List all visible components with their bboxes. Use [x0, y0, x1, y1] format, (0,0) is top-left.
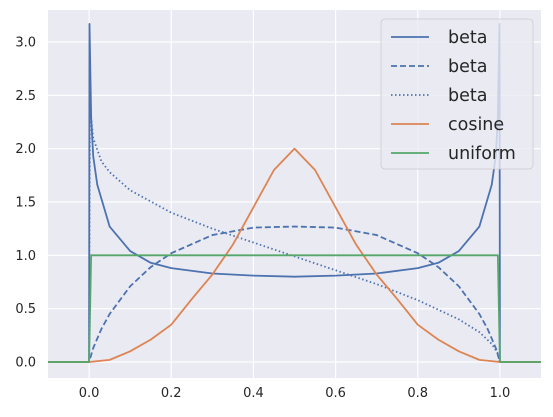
- legend-label: beta: [448, 57, 487, 77]
- y-tick-label: 2.0: [15, 142, 36, 157]
- series-line-beta-dotted: [48, 105, 541, 363]
- x-tick-label: 0.2: [161, 386, 182, 401]
- series-line-beta-dashed: [48, 225, 541, 363]
- legend-label: uniform: [448, 144, 516, 164]
- x-tick-label: 0.0: [79, 386, 100, 401]
- x-tick-label: 1.0: [490, 386, 511, 401]
- y-tick-label: 2.5: [15, 89, 36, 104]
- legend-label: cosine: [448, 115, 504, 135]
- x-axis: 0.0 0.2 0.4 0.6 0.8 1.0: [79, 386, 511, 401]
- series-line-uniform-solid: [48, 254, 541, 363]
- x-tick-label: 0.4: [243, 386, 264, 401]
- y-tick-label: 0.5: [15, 302, 36, 317]
- legend-box: [380, 18, 534, 170]
- y-tick-label: 1.0: [15, 249, 36, 264]
- x-tick-label: 0.8: [407, 386, 428, 401]
- legend: beta beta beta cosine uniform: [380, 18, 534, 170]
- y-tick-label: 3.0: [15, 36, 36, 51]
- series-line-cosine-solid: [48, 147, 541, 363]
- x-tick-label: 0.6: [325, 386, 346, 401]
- y-tick-label: 1.5: [15, 196, 36, 211]
- y-axis: 0.0 0.5 1.0 1.5 2.0 2.5 3.0: [15, 36, 36, 371]
- legend-label: beta: [448, 28, 487, 48]
- legend-label: beta: [448, 86, 487, 106]
- y-tick-label: 0.0: [15, 356, 36, 371]
